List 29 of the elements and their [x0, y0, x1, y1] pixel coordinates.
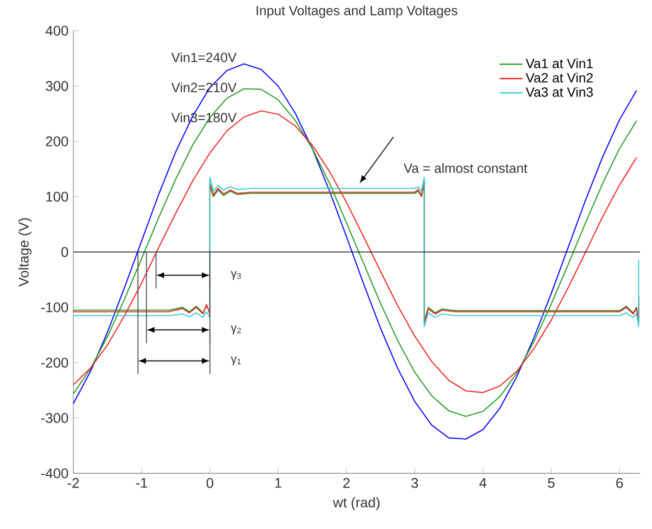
y-tick-label: 0	[61, 246, 68, 257]
y-tick-label: 200	[46, 136, 68, 146]
legend-label: Va3 at Vin3	[526, 86, 593, 97]
x-tick-label: 1	[275, 478, 282, 488]
x-tick-label: 4	[479, 478, 486, 488]
x-tick-label: 3	[411, 478, 418, 488]
annotation: γ$_{2}$	[230, 325, 241, 334]
x-tick-label: 0	[206, 478, 214, 488]
y-tick-label: 100	[46, 192, 68, 202]
annotation: Vin1=240V	[171, 52, 237, 62]
chart-title: Input Voltages and Lamp Voltages	[256, 5, 458, 18]
legend-label: Va1 at Vin1	[526, 58, 593, 68]
y-tick-label: -100	[41, 302, 68, 312]
y-axis-title: Voltage (V)	[18, 218, 32, 286]
annotation: γ$_{1}$	[230, 356, 241, 366]
x-axis-title: wt (rad)	[332, 496, 380, 510]
x-tick-label: 2	[343, 478, 350, 488]
y-tick-label: 300	[46, 80, 68, 91]
x-tick-label: 6	[616, 478, 623, 488]
legend-label: Va2 at Vin2	[526, 72, 593, 82]
x-tick-label: -2	[68, 478, 79, 488]
annotation: Va = almost constant	[404, 162, 528, 173]
annotation: γ$_{3}$	[230, 270, 241, 280]
y-tick-label: 400	[46, 26, 68, 36]
y-tick-label: -300	[41, 412, 68, 423]
y-tick-label: -200	[41, 358, 68, 368]
x-tick-label: -1	[136, 478, 148, 488]
x-tick-label: 5	[548, 478, 555, 488]
y-tick-label: -400	[41, 468, 68, 478]
